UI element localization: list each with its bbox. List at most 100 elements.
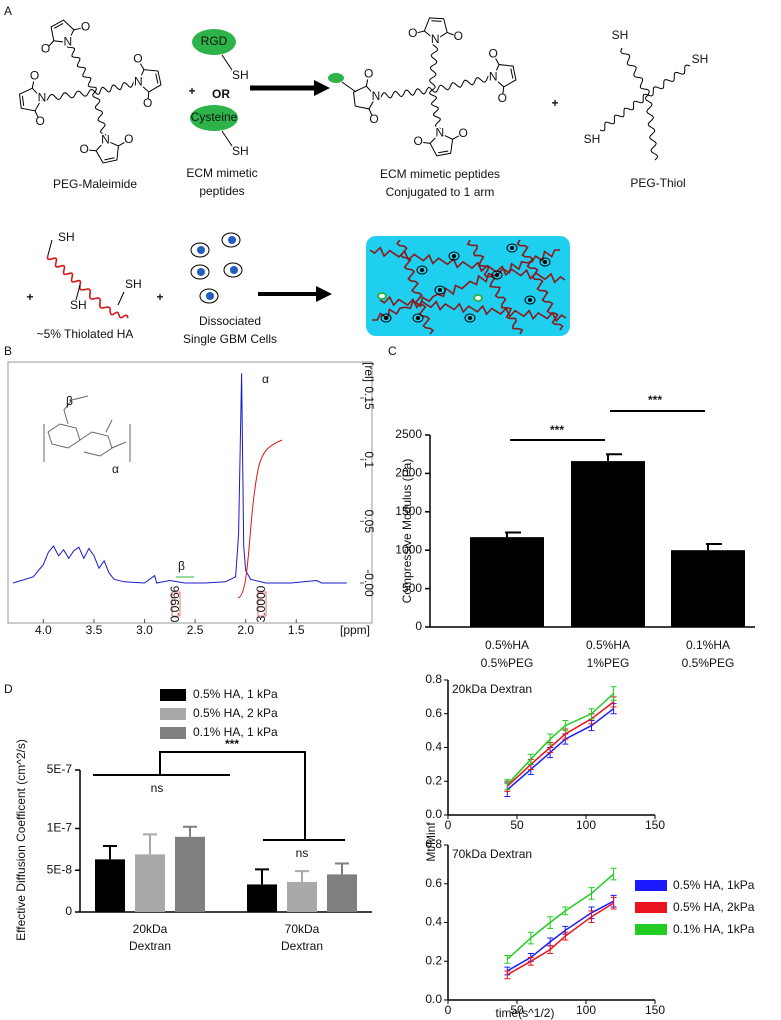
- x-tick-label: 0.5%HA: [586, 638, 630, 652]
- plus: +: [551, 96, 558, 110]
- x-tick-label: 1%PEG: [587, 656, 630, 670]
- nucleus: [495, 273, 499, 277]
- ring: [423, 17, 448, 41]
- error-bar: [504, 779, 511, 791]
- atom-label: O: [41, 42, 50, 56]
- x-tick-label: 150: [645, 818, 665, 832]
- error-bar: [610, 896, 617, 910]
- spectrum: [12, 373, 347, 584]
- x-tick-label: 0.5%PEG: [481, 656, 534, 670]
- panel-label: A: [4, 4, 12, 18]
- inset-structure: [43, 395, 131, 462]
- annotation: ***: [225, 737, 239, 751]
- legend-swatch: [635, 880, 667, 891]
- error-bar: [143, 833, 157, 855]
- nucleus: [228, 236, 236, 244]
- peg-arm: [429, 39, 439, 91]
- atom-label: SH: [232, 68, 249, 82]
- y-tick-label: 2500: [395, 427, 422, 441]
- y-tick-label: 0.2: [425, 953, 442, 967]
- peg-arm: [379, 295, 567, 323]
- error-bar: [504, 954, 511, 964]
- atom-label: SH: [125, 277, 142, 291]
- y-axis-label: Effective Diffusion Coefficent (cm^2/s): [14, 739, 28, 941]
- error-bar: [588, 910, 595, 923]
- bond: [221, 54, 233, 71]
- label: ~5% Thiolated HA: [37, 327, 134, 341]
- series-line: [506, 873, 615, 960]
- y-tick-label: 0.8: [425, 837, 442, 851]
- series-line: [506, 708, 615, 791]
- panel-label: C: [388, 344, 397, 358]
- atom-label: N: [101, 132, 110, 146]
- atom-label: O: [143, 96, 152, 110]
- y-tick-label: 0.6: [425, 876, 442, 890]
- bar: [135, 854, 165, 912]
- atom-label: N: [63, 35, 72, 49]
- carbonyl-bond: [89, 149, 97, 152]
- inset-label: α: [112, 462, 119, 476]
- peptide: [473, 294, 483, 302]
- nucleus: [468, 316, 472, 320]
- integral-box: [257, 591, 267, 617]
- legend-swatch: [160, 727, 186, 739]
- series-line: [506, 900, 614, 972]
- plus: +: [26, 290, 33, 304]
- atom-label: SH: [612, 28, 629, 42]
- atom-label: O: [35, 114, 44, 128]
- chart-title: 20kDa Dextran: [452, 682, 532, 696]
- peptide: [190, 105, 238, 131]
- atom-label: O: [458, 126, 467, 140]
- atom-label: O: [498, 91, 507, 105]
- atom-label: O: [81, 20, 90, 34]
- ring: [429, 132, 454, 157]
- cell: [416, 265, 428, 275]
- carbonyl-bond: [31, 81, 35, 89]
- peg-arm: [466, 239, 524, 335]
- cell: [448, 251, 460, 261]
- bar: [470, 537, 544, 627]
- y-tick-label: 0.15: [362, 386, 376, 410]
- legend-label: 0.5% HA, 1 kPa: [193, 687, 278, 701]
- peg-arm: [372, 249, 560, 321]
- atom-label: O: [408, 26, 417, 40]
- annotation: ***: [550, 423, 564, 437]
- error-bar: [562, 931, 569, 941]
- carbonyl-bond: [502, 86, 505, 94]
- x-tick-label: 0.1%HA: [686, 638, 730, 652]
- double-bond: [104, 157, 115, 161]
- peg-arm: [395, 239, 435, 335]
- peptide: [192, 29, 236, 55]
- carbonyl-bond: [139, 63, 145, 70]
- legend-label: 0.1% HA, 1kPa: [673, 922, 755, 936]
- label: ECM mimetic peptides: [380, 167, 500, 181]
- peg-arm: [78, 284, 112, 313]
- ring: [492, 64, 517, 88]
- annotation: ns: [296, 846, 309, 860]
- chart-title: 70kDa Dextran: [452, 847, 532, 861]
- bar: [95, 859, 125, 912]
- peak-label: α: [262, 372, 269, 386]
- y-axis-label: [rel]: [362, 362, 376, 382]
- significance-bracket: [159, 751, 306, 840]
- peg-arm: [647, 64, 691, 97]
- y-tick-label: 0.0: [425, 807, 442, 821]
- y-tick-label: 1E-7: [47, 821, 73, 835]
- peg-arm: [375, 86, 433, 100]
- x-tick-label: 3.0: [136, 623, 153, 637]
- error-bar: [255, 868, 269, 885]
- atom-label: O: [79, 142, 88, 156]
- error-bar: [103, 845, 117, 860]
- x-tick-label: 0: [445, 818, 452, 832]
- error-bar: [295, 870, 309, 882]
- peg-arm: [92, 91, 109, 141]
- y-axis-label: Compressive Modulus (Pa): [400, 459, 414, 604]
- cell: [380, 313, 392, 323]
- x-tick-label: 2.5: [187, 623, 204, 637]
- label: Conjugated to 1 arm: [386, 185, 495, 199]
- carbonyl-bond: [118, 142, 125, 147]
- double-bond: [21, 95, 25, 106]
- y-tick-label: 0.05: [362, 510, 376, 534]
- legend-label: 0.5% HA, 2 kPa: [193, 706, 278, 720]
- carbonyl-bond: [73, 27, 81, 31]
